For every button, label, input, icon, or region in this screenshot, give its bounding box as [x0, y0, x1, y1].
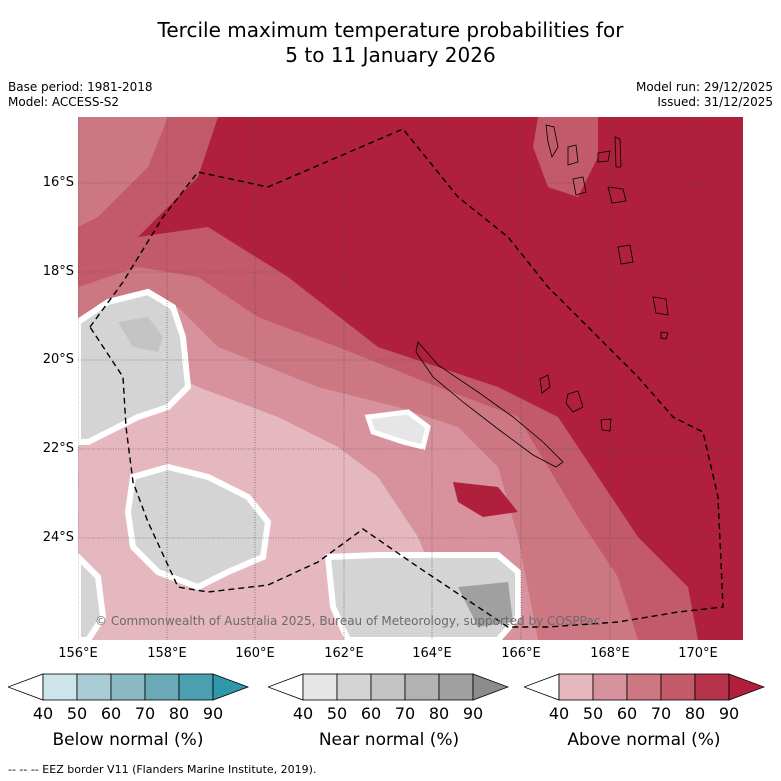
cb-near-swatch-5	[438, 673, 474, 701]
loyalty-island-2	[565, 390, 584, 413]
cb-near-tick-70: 70	[394, 704, 416, 723]
map-title: Tercile maximum temperature probabilitie…	[0, 18, 781, 68]
cb-near-arrow-left	[268, 673, 304, 701]
cb-above-swatch-4	[660, 673, 696, 701]
cb-below-arrow-right	[212, 673, 250, 701]
cb-above-swatch-3	[626, 673, 662, 701]
title-line-1: Tercile maximum temperature probabilitie…	[157, 18, 624, 42]
region-70-upper	[78, 117, 168, 227]
cb-above-tick-90: 90	[718, 704, 740, 723]
vanuatu-island-9	[660, 331, 669, 340]
issued-date: Issued: 31/12/2025	[657, 95, 773, 109]
lon-label-164e: 164°E	[412, 646, 452, 661]
cb-above-title: Above normal (%)	[567, 730, 721, 750]
cb-near-swatch-1	[302, 673, 338, 701]
cb-above-swatch-2	[592, 673, 628, 701]
loyalty-island-1	[539, 374, 551, 394]
vanuatu-island-7	[617, 244, 634, 265]
lat-label-18s: 18°S	[42, 264, 74, 279]
vanuatu-island-8	[652, 296, 669, 316]
cb-near-tick-90: 90	[462, 704, 484, 723]
new-caledonia-outline	[415, 341, 564, 468]
cb-near-swatch-3	[370, 673, 406, 701]
lon-label-168e: 168°E	[590, 646, 630, 661]
model-run: Model run: 29/12/2025	[635, 80, 773, 94]
cb-below-tick-50: 50	[66, 704, 88, 723]
cb-below-tick-90: 90	[202, 704, 224, 723]
lon-label-166e: 166°E	[501, 646, 541, 661]
cb-near-tick-60: 60	[360, 704, 382, 723]
cb-above-arrow-right	[728, 673, 766, 701]
cb-above-tick-40: 40	[548, 704, 570, 723]
title-line-2: 5 to 11 January 2026	[285, 43, 496, 67]
cb-above-tick-50: 50	[582, 704, 604, 723]
cb-below-swatch-3	[110, 673, 146, 701]
cb-below-arrow-left	[8, 673, 44, 701]
cb-below-tick-40: 40	[32, 704, 54, 723]
cb-above-tick-60: 60	[616, 704, 638, 723]
meta-right: Model run: 29/12/2025 Issued: 31/12/2025	[636, 80, 773, 110]
vanuatu-island-6	[607, 186, 627, 204]
cb-below-swatch-4	[144, 673, 180, 701]
vanuatu-island-3	[597, 150, 611, 163]
vanuatu-island-5	[572, 176, 587, 196]
lat-label-24s: 24°S	[42, 530, 74, 545]
cb-above-tick-80: 80	[684, 704, 706, 723]
cb-below-tick-80: 80	[168, 704, 190, 723]
region-dark-pocket	[453, 482, 518, 517]
cb-below-swatch-1	[42, 673, 78, 701]
cb-near-swatch-2	[336, 673, 372, 701]
cb-near-tick-80: 80	[428, 704, 450, 723]
cb-above-swatch-1	[558, 673, 594, 701]
model-name: Model: ACCESS-S2	[8, 95, 120, 109]
colorbar-above-normal	[524, 673, 766, 701]
cb-above-swatch-5	[694, 673, 730, 701]
cb-near-tick-40: 40	[292, 704, 314, 723]
lon-label-160e: 160°E	[235, 646, 275, 661]
lat-label-22s: 22°S	[42, 441, 74, 456]
colorbar-below-normal	[8, 673, 250, 701]
cb-near-arrow-right	[472, 673, 510, 701]
vanuatu-island-1	[545, 124, 559, 159]
cb-near-title: Near normal (%)	[318, 730, 460, 750]
meta-left: Base period: 1981-2018 Model: ACCESS-S2	[8, 80, 153, 110]
near-normal-small	[364, 409, 431, 451]
cb-below-title: Below normal (%)	[52, 730, 204, 750]
vanuatu-island-4	[614, 136, 622, 168]
probability-map	[78, 117, 743, 640]
lat-label-16s: 16°S	[42, 175, 74, 190]
lon-label-158e: 158°E	[147, 646, 187, 661]
near-normal-central-south	[124, 463, 272, 591]
loyalty-island-3	[600, 418, 612, 432]
cb-near-tick-50: 50	[326, 704, 348, 723]
cb-above-tick-70: 70	[650, 704, 672, 723]
near-normal-sw	[78, 552, 107, 640]
colorbar-near-normal	[268, 673, 510, 701]
cb-near-swatch-4	[404, 673, 440, 701]
vanuatu-island-2	[567, 144, 579, 166]
cb-below-swatch-5	[178, 673, 214, 701]
cb-below-tick-60: 60	[100, 704, 122, 723]
copyright-notice: © Commonwealth of Australia 2025, Bureau…	[95, 614, 601, 628]
near-normal-south	[324, 552, 521, 640]
near-normal-west-core	[118, 317, 163, 352]
cb-below-tick-70: 70	[134, 704, 156, 723]
near-normal-west	[78, 288, 192, 445]
lon-label-162e: 162°E	[324, 646, 364, 661]
cb-above-arrow-left	[524, 673, 560, 701]
near-normal-south-core	[458, 582, 513, 627]
lon-label-156e: 156°E	[58, 646, 98, 661]
cb-below-swatch-2	[76, 673, 112, 701]
lat-label-20s: 20°S	[42, 352, 74, 367]
eez-footer-note: -- -- -- EEZ border V11 (Flanders Marine…	[8, 763, 317, 776]
base-period: Base period: 1981-2018	[8, 80, 153, 94]
lon-label-170e: 170°E	[678, 646, 718, 661]
